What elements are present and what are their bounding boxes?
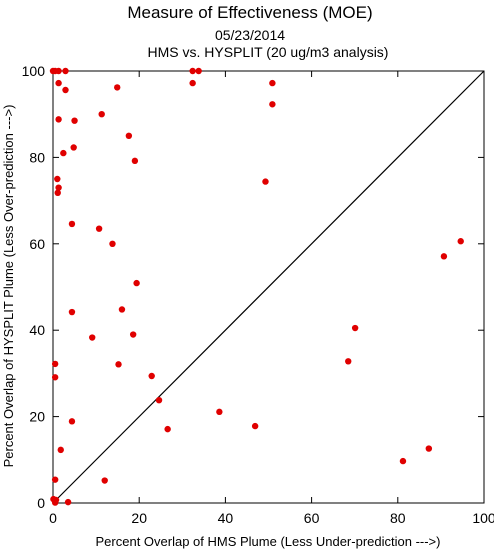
data-point — [51, 499, 59, 506]
data-point — [399, 457, 407, 465]
data-point — [269, 79, 276, 87]
x-tick-label: 40 — [218, 510, 234, 526]
data-point — [425, 445, 433, 452]
data-point — [189, 79, 196, 87]
data-point — [457, 238, 464, 245]
chart-titles: Measure of Effectiveness (MOE) 05/23/201… — [127, 3, 388, 60]
data-point — [189, 67, 196, 75]
y-axis-label: Percent Overlap of HYSPLIT Plume (Less O… — [1, 105, 16, 468]
data-point — [133, 279, 140, 287]
chart-subtitle: HMS vs. HYSPLIT (20 ug/m3 analysis) — [148, 44, 389, 60]
data-point — [71, 117, 78, 124]
data-point — [95, 225, 103, 232]
x-tick-label: 0 — [49, 510, 57, 526]
y-tick-label: 40 — [29, 322, 45, 338]
data-point — [131, 157, 139, 165]
chart-title: Measure of Effectiveness (MOE) — [127, 3, 372, 22]
chart-date: 05/23/2014 — [215, 27, 285, 43]
data-point — [269, 101, 276, 108]
x-axis-label: Percent Overlap of HMS Plume (Less Under… — [96, 534, 441, 549]
data-point — [70, 144, 77, 151]
data-point — [101, 477, 108, 484]
data-point — [55, 79, 62, 87]
data-point — [55, 116, 62, 123]
data-point — [68, 418, 76, 425]
data-point — [55, 67, 62, 75]
y-tick-label: 20 — [29, 409, 45, 425]
data-point — [216, 408, 223, 416]
data-point — [345, 358, 352, 365]
data-point — [57, 446, 64, 454]
y-tick-label: 100 — [22, 63, 46, 79]
data-point — [115, 361, 122, 368]
y-tick-label: 80 — [29, 149, 45, 165]
data-point — [440, 253, 448, 260]
data-point — [54, 189, 61, 197]
data-point — [64, 498, 72, 506]
data-point — [89, 334, 96, 341]
data-point — [51, 360, 59, 368]
data-point — [54, 175, 61, 183]
data-point — [109, 240, 116, 247]
plot-area: 0 20 40 60 80 100 0 20 40 60 80 100 — [22, 63, 494, 526]
data-point — [51, 476, 59, 483]
data-point — [351, 324, 359, 332]
y-tick-label: 60 — [29, 236, 45, 252]
data-point — [164, 425, 171, 433]
data-point — [118, 306, 126, 313]
data-point — [148, 372, 155, 380]
data-point — [68, 308, 76, 316]
data-point — [68, 220, 76, 228]
data-point — [262, 178, 269, 185]
data-point — [195, 67, 202, 75]
x-tick-label: 60 — [304, 510, 320, 526]
data-point — [51, 374, 59, 381]
data-point — [129, 331, 137, 338]
data-point — [155, 396, 163, 404]
x-tick-label: 20 — [131, 510, 147, 526]
plot-frame — [52, 70, 485, 504]
data-point — [114, 84, 121, 91]
x-tick-label: 100 — [472, 510, 494, 526]
data-point — [60, 149, 67, 157]
data-point — [62, 67, 69, 75]
data-point — [55, 184, 62, 191]
data-point — [62, 86, 69, 94]
y-tick-label: 0 — [37, 495, 45, 511]
data-point — [125, 132, 133, 139]
data-point — [98, 111, 105, 118]
x-tick-label: 80 — [390, 510, 406, 526]
reference-line — [52, 70, 485, 504]
data-point — [251, 422, 259, 430]
